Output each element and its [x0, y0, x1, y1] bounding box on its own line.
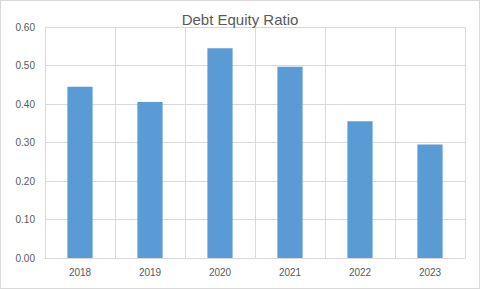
svg-text:0.10: 0.10	[16, 214, 36, 225]
svg-text:2018: 2018	[69, 267, 92, 278]
svg-text:2020: 2020	[209, 267, 232, 278]
svg-text:2022: 2022	[349, 267, 372, 278]
svg-text:2021: 2021	[279, 267, 302, 278]
svg-text:Debt Equity Ratio: Debt Equity Ratio	[182, 11, 299, 28]
svg-text:0.40: 0.40	[16, 99, 36, 110]
svg-text:0.20: 0.20	[16, 176, 36, 187]
svg-text:2023: 2023	[419, 267, 442, 278]
svg-text:0.50: 0.50	[16, 60, 36, 71]
svg-text:0.00: 0.00	[16, 253, 36, 264]
svg-text:0.60: 0.60	[16, 22, 36, 33]
svg-text:2019: 2019	[139, 267, 162, 278]
svg-text:0.30: 0.30	[16, 137, 36, 148]
